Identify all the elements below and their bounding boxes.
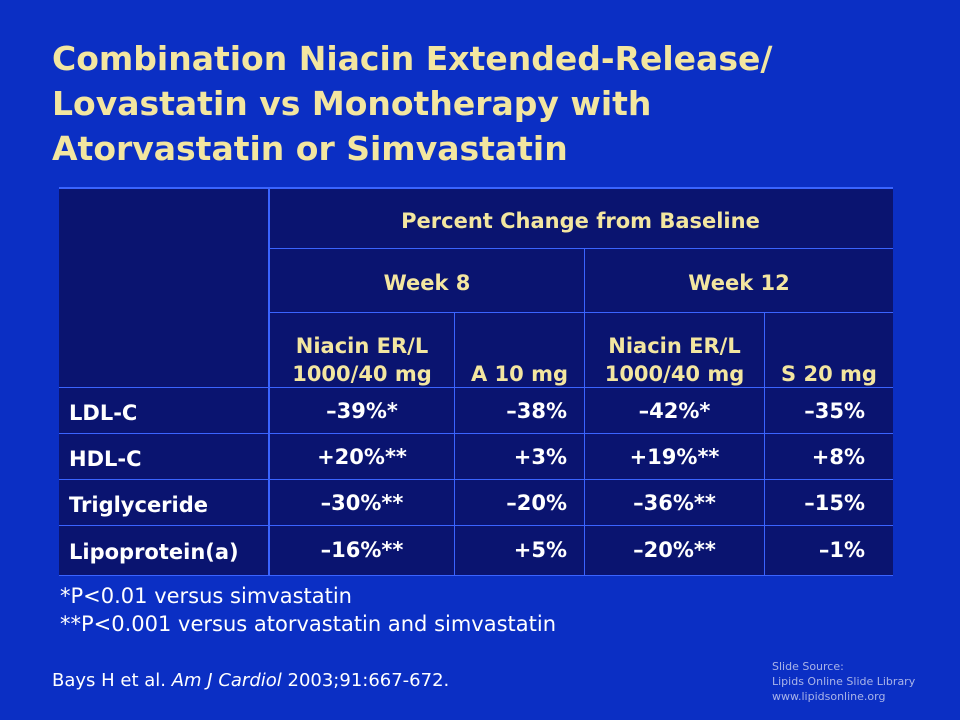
citation-journal: Am J Cardiol bbox=[171, 670, 282, 691]
grid-line bbox=[584, 248, 585, 576]
row-label-lipoprotein: Lipoprotein(a) bbox=[69, 540, 239, 564]
header-col3-line2: 1000/40 mg bbox=[604, 362, 745, 386]
grid-line bbox=[268, 248, 893, 249]
grid-line bbox=[764, 312, 765, 576]
cell-hdl-col2: +3% bbox=[513, 445, 567, 469]
cell-hdl-col1: +20%** bbox=[317, 445, 407, 469]
header-col2: A 10 mg bbox=[470, 362, 568, 386]
grid-line bbox=[59, 525, 893, 526]
cell-ldl-col1: –39%* bbox=[326, 399, 398, 423]
header-percent-change: Percent Change from Baseline bbox=[401, 209, 760, 233]
cell-ldl-col2: –38% bbox=[506, 399, 567, 423]
source-line-1: Slide Source: bbox=[772, 660, 844, 673]
cell-lipoprotein-col3: –20%** bbox=[633, 538, 716, 562]
row-label-triglyceride: Triglyceride bbox=[69, 493, 209, 517]
cell-hdl-col4: +8% bbox=[811, 445, 865, 469]
citation-details: 2003;91:667-672. bbox=[281, 670, 450, 691]
cell-triglyceride-col4: –15% bbox=[804, 491, 865, 515]
header-col4: S 20 mg bbox=[781, 362, 877, 386]
header-col1-line1: Niacin ER/L bbox=[295, 334, 429, 358]
source-line-2: Lipids Online Slide Library bbox=[772, 675, 916, 688]
cell-hdl-col3: +19%** bbox=[629, 445, 720, 469]
source-url: www.lipidsonline.org bbox=[772, 690, 886, 703]
title-line-2: Lovastatin vs Monotherapy with bbox=[52, 84, 652, 123]
grid-line bbox=[454, 312, 455, 576]
header-week-8: Week 8 bbox=[383, 271, 471, 295]
results-table: Percent Change from Baseline Week 8 Week… bbox=[59, 187, 893, 576]
row-label-ldl: LDL-C bbox=[69, 401, 138, 425]
citation-authors: Bays H et al. bbox=[52, 670, 172, 691]
cell-ldl-col4: –35% bbox=[804, 399, 865, 423]
citation: Bays H et al. Am J Cardiol 2003;91:667-6… bbox=[52, 670, 449, 691]
slide-source: Slide Source: Lipids Online Slide Librar… bbox=[772, 659, 915, 704]
grid-line bbox=[59, 575, 893, 576]
cell-triglyceride-col3: –36%** bbox=[633, 491, 716, 515]
cell-triglyceride-col1: –30%** bbox=[320, 491, 404, 515]
grid-line bbox=[268, 312, 893, 313]
cell-ldl-col3: –42%* bbox=[638, 399, 711, 423]
cell-lipoprotein-col1: –16%** bbox=[320, 538, 404, 562]
footnote-1: *P<0.01 versus simvastatin bbox=[60, 584, 352, 608]
footnote-2: **P<0.001 versus atorvastatin and simvas… bbox=[60, 612, 557, 636]
cell-lipoprotein-col4: –1% bbox=[818, 538, 865, 562]
row-label-hdl: HDL-C bbox=[69, 447, 142, 471]
header-col1-line2: 1000/40 mg bbox=[292, 362, 432, 386]
grid-line bbox=[59, 387, 893, 388]
title-line-3: Atorvastatin or Simvastatin bbox=[52, 129, 568, 168]
header-col3-line1: Niacin ER/L bbox=[608, 334, 741, 358]
cell-triglyceride-col2: –20% bbox=[506, 491, 567, 515]
header-week-12: Week 12 bbox=[688, 271, 790, 295]
grid-line bbox=[59, 433, 893, 434]
grid-line bbox=[268, 187, 270, 576]
grid-line bbox=[59, 187, 893, 189]
grid-line bbox=[59, 479, 893, 480]
title-line-1: Combination Niacin Extended-Release/ bbox=[52, 39, 773, 78]
cell-lipoprotein-col2: +5% bbox=[513, 538, 567, 562]
slide-title: Combination Niacin Extended-Release/ Lov… bbox=[52, 36, 932, 171]
